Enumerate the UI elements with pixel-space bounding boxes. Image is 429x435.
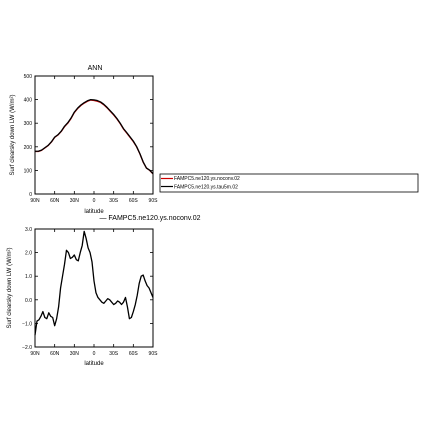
- bottom-panel-ytick-label: −2.0: [22, 345, 32, 351]
- top-panel-ytick-label: 500: [24, 74, 33, 80]
- bottom-panel-ytick-label: −1.0: [22, 321, 32, 327]
- top-panel-xtick-label: 60S: [129, 198, 139, 204]
- top-panel-ytick-label: 200: [24, 145, 33, 151]
- legend-label-noconv: FAMPC5.ne120.ys.noconv.02: [174, 176, 240, 182]
- top-panel-xtick-label: 90S: [149, 198, 159, 204]
- top-panel-xtick-label: 30S: [109, 198, 119, 204]
- bottom-panel-series-line-0: [34, 230, 154, 336]
- bottom-panel-xtick-label: 60N: [50, 351, 60, 357]
- bottom-panel: — FAMPC5.ne120.ys.noconv.02 −2.0 −1.0 0.0 1…: [7, 215, 201, 367]
- bottom-panel-ylabel: Surf clearsky down LW (W/m²): [7, 248, 13, 329]
- bottom-panel-title: — FAMPC5.ne120.ys.noconv.02: [99, 215, 200, 222]
- bottom-panel-ytick-label: 3.0: [25, 227, 32, 233]
- top-panel: ANN 0 100 200 300 400 500 90N 60N 30N 0 30S 60S 90S…: [10, 65, 158, 215]
- bottom-panel-series: [34, 230, 154, 336]
- top-panel-title: ANN: [88, 65, 103, 72]
- bottom-panel-xtick-label: 0: [93, 351, 96, 357]
- top-panel-series-line-0: [35, 99, 154, 175]
- top-panel-ytick-label: 100: [24, 168, 33, 174]
- top-panel-y-ticks: 0 100 200 300 400 500: [24, 74, 153, 198]
- top-panel-ytick-label: 400: [24, 98, 33, 104]
- bottom-panel-xtick-label: 60S: [129, 351, 139, 357]
- top-panel-xtick-label: 90N: [30, 198, 40, 204]
- bottom-panel-ytick-label: 0.0: [25, 298, 32, 304]
- bottom-panel-ytick-label: 2.0: [25, 251, 32, 257]
- legend-label-tau5m: FAMPC5.ne120.ys.tau5m.02: [174, 185, 238, 191]
- bottom-panel-frame: [34, 228, 154, 348]
- top-panel-xtick-label: 0: [93, 198, 96, 204]
- top-panel-series-line-1: [35, 98, 154, 175]
- bottom-panel-xtick-label: 90N: [30, 351, 40, 357]
- bottom-panel-xtick-label: 30N: [70, 351, 80, 357]
- top-panel-x-ticks: 90N 60N 30N 0 30S 60S 90S: [30, 76, 158, 204]
- legend: FAMPC5.ne120.ys.noconv.02 FAMPC5.ne120.y…: [159, 173, 419, 193]
- top-panel-frame: [34, 75, 154, 195]
- top-panel-ylabel: Surf clearsky down LW (W/m²): [10, 95, 16, 176]
- top-panel-xtick-label: 30N: [70, 198, 80, 204]
- bottom-panel-x-ticks: 90N 60N 30N 0 30S 60S 90S: [30, 229, 158, 357]
- top-panel-ytick-label: 300: [24, 121, 33, 127]
- top-panel-series: [35, 98, 154, 175]
- legend-box: [159, 173, 419, 193]
- top-panel-ytick-label: 0: [29, 192, 32, 198]
- top-panel-xlabel: latitude: [84, 209, 104, 215]
- bottom-panel-xlabel: latitude: [84, 361, 104, 367]
- bottom-panel-ytick-label: 1.0: [25, 274, 32, 280]
- bottom-panel-xtick-label: 90S: [149, 351, 159, 357]
- bottom-panel-xtick-label: 30S: [109, 351, 119, 357]
- top-panel-xtick-label: 60N: [50, 198, 60, 204]
